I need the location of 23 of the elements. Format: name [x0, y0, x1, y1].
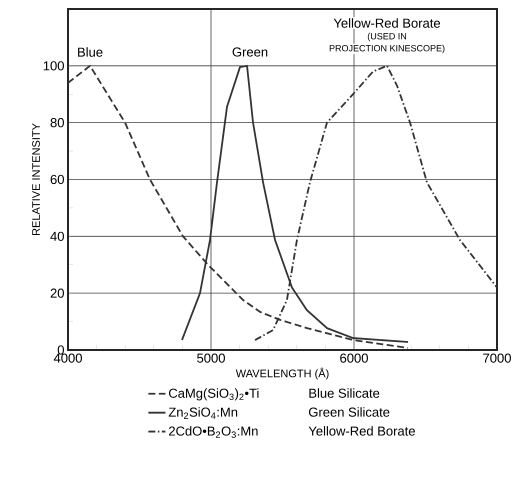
annotation: Green [232, 47, 268, 57]
legend-label: 2CdO•B$_{2}$O$_{3}$:Mn [169, 426, 258, 438]
x-tick-label: 7000 [483, 354, 511, 363]
x-tick-label: 4000 [54, 354, 82, 363]
y-tick-label: 40 [50, 232, 64, 241]
legend-label: CaMg(SiO$_{3}$)$_{2}$•Ti [169, 388, 258, 400]
y-tick-label: 20 [50, 288, 64, 298]
text: Blue Silicate [309, 388, 380, 398]
legend-label: Zn$_{2}$SiO$_{4}$:Mn [168, 407, 238, 419]
text: Yellow-Red Borate [308, 426, 415, 436]
x-axis-title: WAVELENGTH (Å) [236, 368, 329, 380]
text: Green Silicate [308, 407, 390, 417]
y-axis-title: RELATIVE INTENSITY [32, 123, 40, 236]
y-tick-label: 80 [50, 118, 64, 128]
x-tick-label: 6000 [340, 354, 368, 363]
annotation: (USED IN [368, 32, 406, 42]
y-tick-label: 60 [50, 174, 64, 184]
y-tick-label: 100 [44, 61, 64, 70]
annotation: PROJECTION KINESCOPE) [330, 44, 444, 54]
annotation: Yellow-Red Borate [334, 18, 440, 28]
x-tick-label: 5000 [197, 354, 225, 363]
y-tick-label: 0 [58, 345, 64, 355]
annotation: Blue [78, 47, 102, 57]
